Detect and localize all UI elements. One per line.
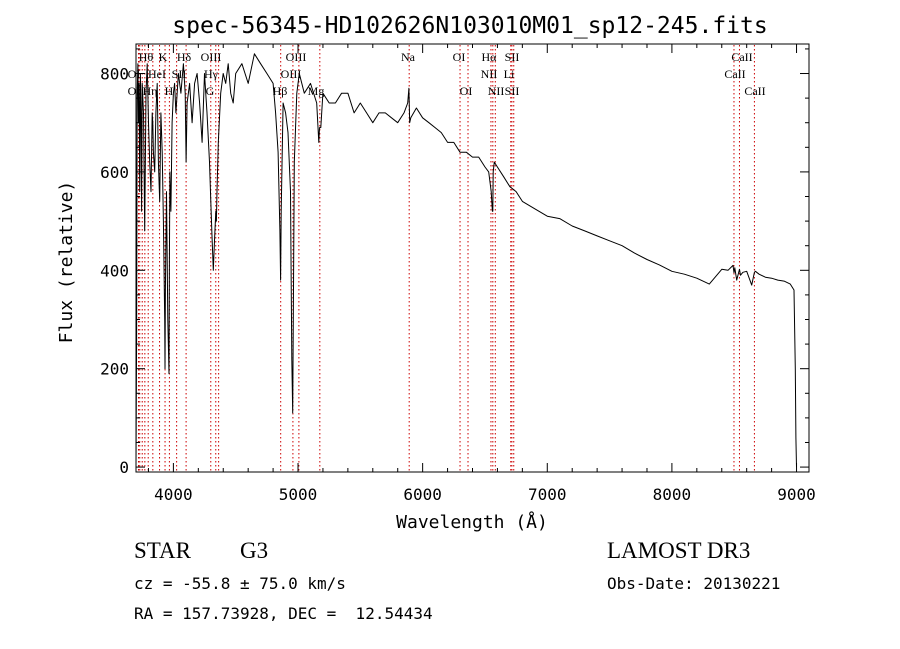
x-tick-label: 8000 [653,485,692,504]
survey-name: LAMOST DR3 [607,538,751,563]
spectrum-layer [135,53,797,468]
line-label: CaII [724,67,745,81]
line-label: OI [460,84,473,98]
y-tick-label: 600 [100,163,129,182]
line-label: Hδ [177,50,192,64]
y-tick-label: 800 [100,65,129,84]
redshift-velocity: cz = -55.8 ± 75.0 km/s [134,574,346,593]
line-label: H [165,84,174,98]
line-label: OI [453,50,466,64]
object-class: STAR [134,538,191,563]
line-label: Hη [143,84,158,98]
emission-line-markers [137,45,755,471]
line-label: NII [481,67,498,81]
observation-date: Obs-Date: 20130221 [607,574,781,593]
line-label: CaII [731,50,752,64]
x-tick-label: 7000 [528,485,567,504]
line-label: Mg [308,84,325,98]
spectrum-line [135,53,797,468]
y-tick-label: 400 [100,261,129,280]
x-tick-label: 4000 [154,485,193,504]
x-axis-label: Wavelength (Å) [396,511,548,533]
y-tick-label: 200 [100,360,129,379]
plot-frame [135,43,810,473]
object-subclass: G3 [240,538,269,563]
line-label: Hβ [273,84,288,98]
y-tick-label: 0 [119,458,129,477]
x-tick-label: 9000 [777,485,816,504]
line-label: G [206,84,215,98]
line-label: Hθ [139,50,154,64]
line-label: Hα [482,50,498,64]
axis-ticks: 4000 5000 6000 7000 8000 9000 0 200 400 600 800 [100,44,816,504]
emission-line-labels: Hθ K Hδ OIII OIII Na OI Hα SII CaII OI HeI SII Hγ OIII… [128,50,766,98]
line-label: HeI [148,67,166,81]
x-tick-label: 6000 [403,485,442,504]
line-label: OIII [201,50,222,64]
line-label: K [159,50,168,64]
line-label: CaII [744,84,765,98]
y-axis-label: Flux (relative) [56,181,77,344]
ra-dec: RA = 157.73928, DEC = 12.54434 [134,604,433,623]
line-label: NII [488,84,505,98]
line-label: SII [505,50,520,64]
line-label: Hγ [204,67,219,81]
chart-title: spec-56345-HD102626N103010M01_sp12-245.f… [172,13,767,39]
line-label: OIII [281,67,302,81]
line-label: Na [401,50,416,64]
line-label: OIII [286,50,307,64]
line-label: SII [505,84,520,98]
x-tick-label: 5000 [279,485,318,504]
line-label: Li [504,67,515,81]
